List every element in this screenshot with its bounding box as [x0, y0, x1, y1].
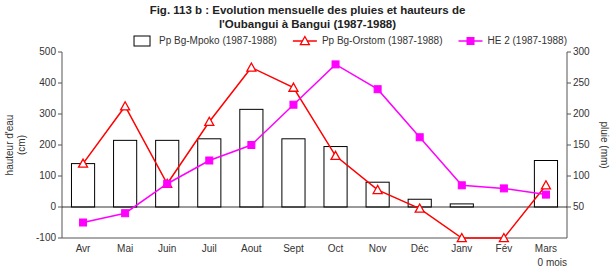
- y-tick-label: 400: [39, 77, 56, 88]
- marker: [458, 182, 465, 189]
- bar: [282, 139, 305, 207]
- title: Fig. 113 b : Evolution mensuelle des plu…: [150, 4, 466, 30]
- x-tick-label: Oct: [328, 243, 344, 254]
- y2-tick-label: 150: [573, 139, 590, 150]
- y-tick-label: 200: [39, 139, 56, 150]
- legend-marker: [300, 37, 309, 45]
- line: [83, 64, 546, 222]
- line-series: [80, 61, 550, 226]
- bar: [450, 204, 473, 207]
- plot-area: [62, 61, 567, 242]
- y2-tick-label: 250: [573, 77, 590, 88]
- marker: [542, 191, 549, 198]
- y2-tick: [567, 114, 571, 115]
- y-tick: [58, 83, 62, 84]
- bar: [114, 140, 137, 207]
- y2-tick: [567, 176, 571, 177]
- x-tick-label: Juil: [202, 243, 217, 254]
- bar: [156, 140, 179, 207]
- y2-tick-label: 50: [573, 201, 585, 212]
- marker: [290, 101, 297, 108]
- bar: [534, 161, 557, 208]
- baseline: [62, 207, 567, 208]
- marker: [373, 185, 382, 193]
- marker: [541, 181, 550, 189]
- x-tick-label: Nov: [369, 243, 387, 254]
- legend-item: HE 2 (1987-1988): [459, 35, 568, 46]
- marker: [122, 210, 129, 217]
- x-tick-label: Juin: [158, 243, 176, 254]
- marker: [164, 180, 171, 187]
- y-tick: [58, 207, 62, 208]
- bar: [366, 182, 389, 207]
- title-line: Fig. 113 b : Evolution mensuelle des plu…: [150, 4, 466, 16]
- y2-tick-label: 100: [573, 170, 590, 181]
- y-axis-label-line: hauteur d'eau: [4, 115, 15, 176]
- legend: Pp Bg-Mpoko (1987-1988) Pp Bg-Orstom (198…: [134, 35, 567, 46]
- y-tick: [58, 176, 62, 177]
- y2-tick: [567, 145, 571, 146]
- x-tick-label: Mai: [117, 243, 133, 254]
- legend-label: Pp Bg-Mpoko (1987-1988): [159, 35, 277, 46]
- y-tick: [58, 52, 62, 53]
- legend-label: HE 2 (1987-1988): [488, 35, 568, 46]
- y2-tick-label: 200: [573, 108, 590, 119]
- marker: [248, 142, 255, 149]
- marker: [121, 102, 130, 110]
- marker: [500, 185, 507, 192]
- bar: [71, 164, 94, 207]
- legend-swatch: [134, 36, 150, 46]
- x-tick-label: Déc: [411, 243, 429, 254]
- x-tick-label: Fév: [496, 243, 513, 254]
- y2-tick: [567, 83, 571, 84]
- marker: [416, 134, 423, 141]
- legend-item: Pp Bg-Mpoko (1987-1988): [134, 35, 277, 46]
- axes: -100 0 100 200 300 400 500 50 100 150 200 250 300 Avr…: [36, 46, 590, 254]
- y-tick-label: -100: [36, 232, 56, 243]
- y-tick: [58, 114, 62, 115]
- y2-tick: [567, 52, 571, 53]
- y-tick: [58, 238, 62, 239]
- marker: [80, 219, 87, 226]
- marker: [415, 204, 424, 212]
- y-tick-label: 0: [50, 201, 56, 212]
- x-tick-label: Mars: [535, 243, 557, 254]
- legend-marker: [467, 38, 474, 45]
- bar-series: [71, 109, 557, 207]
- y2-tick-label: 300: [573, 46, 590, 57]
- line: [83, 68, 546, 239]
- chart: Fig. 113 b : Evolution mensuelle des plu…: [0, 0, 615, 274]
- y-axis-label-line: (cm): [16, 135, 27, 155]
- title-line: l'Oubangui à Bangui (1987-1988): [219, 18, 396, 30]
- annotation: 0 mois: [538, 257, 567, 268]
- marker: [247, 63, 256, 71]
- marker: [374, 86, 381, 93]
- y-tick: [58, 145, 62, 146]
- y-tick-label: 100: [39, 170, 56, 181]
- marker: [205, 117, 214, 125]
- y2-axis-label: pluie (mm): [599, 121, 610, 168]
- marker: [331, 151, 340, 159]
- y-tick-label: 300: [39, 108, 56, 119]
- y-axis-label: hauteur d'eau(cm): [4, 115, 27, 176]
- y2-tick: [567, 207, 571, 208]
- legend-label: Pp Bg-Orstom (1987-1988): [322, 35, 443, 46]
- bar: [240, 109, 263, 207]
- bar: [198, 139, 221, 207]
- legend-item: Pp Bg-Orstom (1987-1988): [293, 35, 443, 46]
- x-tick-label: Sept: [283, 243, 304, 254]
- marker: [332, 61, 339, 68]
- x-tick-label: Janv: [451, 243, 472, 254]
- bar: [324, 147, 347, 207]
- marker: [457, 234, 466, 242]
- marker: [79, 159, 88, 167]
- marker: [289, 83, 298, 91]
- x-tick-label: Aout: [241, 243, 262, 254]
- marker: [163, 179, 172, 187]
- x-tick-label: Avr: [76, 243, 91, 254]
- marker: [206, 157, 213, 164]
- y-tick-label: 500: [39, 46, 56, 57]
- marker: [499, 234, 508, 242]
- line-series: [79, 63, 551, 242]
